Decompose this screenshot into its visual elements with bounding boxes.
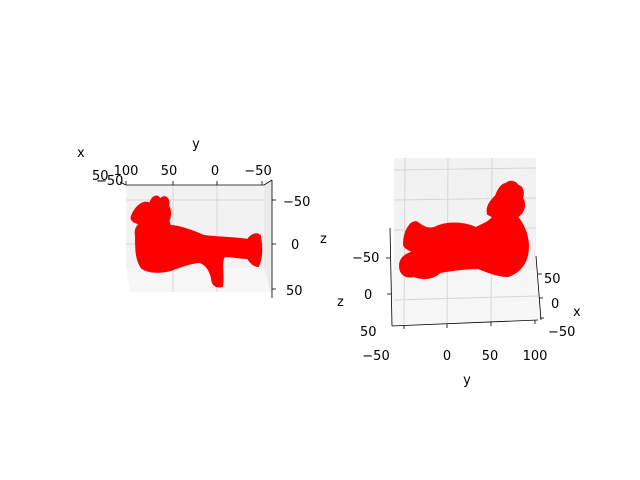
right-x-tick-label: 50 xyxy=(544,272,561,287)
right-y-tick-label: 50 xyxy=(482,349,499,364)
right-cloud-body xyxy=(398,210,530,280)
right-z-axis-label: z xyxy=(337,295,344,310)
right-z-tick-label: 50 xyxy=(360,325,377,340)
right-point-cloud xyxy=(398,180,530,280)
left-floor-pane xyxy=(126,268,270,292)
left-x-tick-label: 50 xyxy=(92,169,109,184)
right-tick-marks xyxy=(386,257,544,329)
left-y-tick-label: −50 xyxy=(244,164,271,179)
left-cloud-body xyxy=(134,211,263,288)
left-side-pane xyxy=(264,180,272,298)
right-y-axis-label: y xyxy=(463,373,471,388)
left-y-tick-label: 0 xyxy=(211,164,219,179)
left-point-cloud xyxy=(130,195,263,288)
right-y-tick-label: 100 xyxy=(523,349,548,364)
left-y-tick-label: 100 xyxy=(114,164,139,179)
right-y-tick-label: −50 xyxy=(362,349,389,364)
left-z-tick-label: −50 xyxy=(283,195,310,210)
right-axis-lines xyxy=(389,227,542,327)
right-cloud-crest xyxy=(486,180,526,220)
left-z-axis-label: z xyxy=(320,232,327,247)
right-y-tick-label: 0 xyxy=(443,349,451,364)
left-y-axis-label: y xyxy=(192,137,200,152)
subplot-right: −50 0 50 100 50 0 −50 −50 0 50 x y z xyxy=(337,157,581,388)
left-z-tick-label: 0 xyxy=(291,238,299,253)
right-z-tick-label: −50 xyxy=(352,251,379,266)
right-x-axis-label: x xyxy=(573,305,581,320)
subplot-left: 50 −50 100 50 0 −50 −50 0 50 x y z xyxy=(77,137,327,299)
right-x-tick-label: −50 xyxy=(548,325,575,340)
left-tick-marks xyxy=(125,181,276,290)
left-y-tick-label: 50 xyxy=(161,164,178,179)
left-extra-tick-label: −50 xyxy=(96,174,123,189)
right-z-tick-label: 0 xyxy=(364,288,372,303)
left-x-axis-label: x xyxy=(77,146,85,161)
left-cloud-crest xyxy=(130,195,172,228)
right-x-tick-label: 0 xyxy=(551,297,559,312)
left-z-tick-label: 50 xyxy=(286,284,303,299)
